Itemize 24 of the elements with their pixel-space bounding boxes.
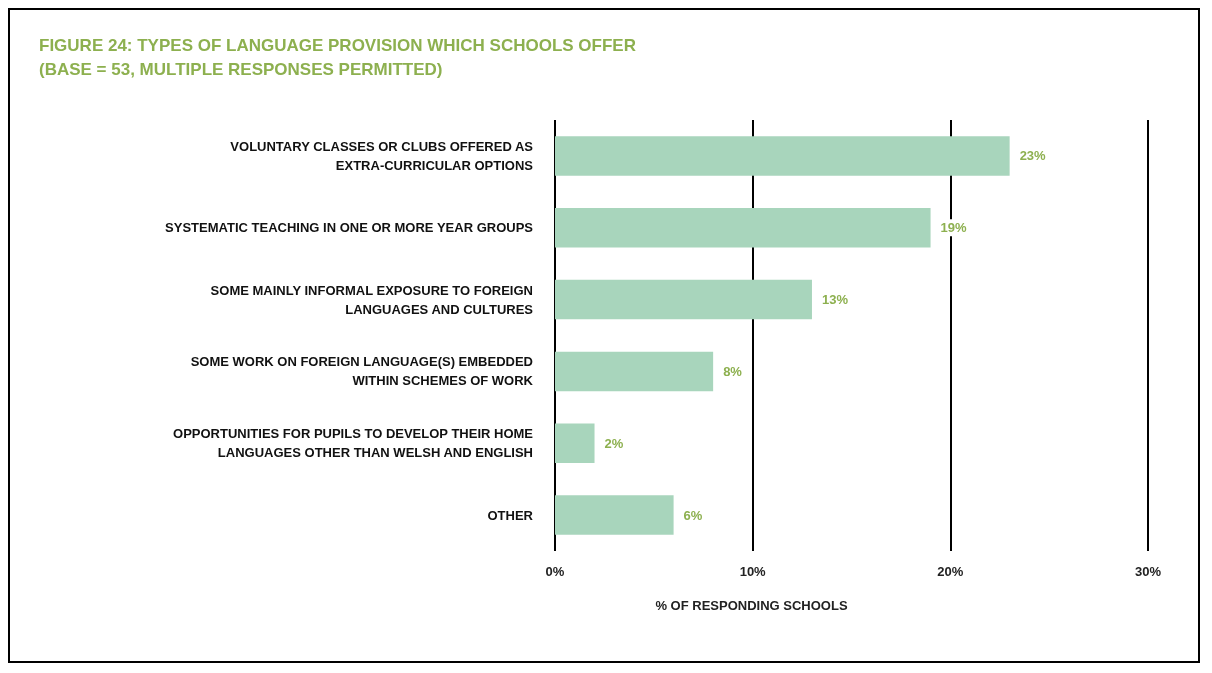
bar [555, 423, 595, 463]
bar [555, 208, 931, 248]
x-tick-label: 0% [545, 564, 565, 579]
x-tick-label: 20% [937, 564, 964, 579]
bar [555, 279, 812, 320]
y-tick-label: SYSTEMATIC TEACHING IN ONE OR MORE YEAR GROUPS [165, 220, 534, 236]
y-tick-label: OPPORTUNITIES FOR PUPILS TO DEVELOP THEIR HOME LANGUAGES OTHER THAN WELSH AND ENGLISH [173, 426, 534, 461]
bar [555, 495, 674, 535]
data-label: 19% [940, 220, 968, 236]
x-tick-label: 30% [1134, 564, 1162, 579]
data-label: 23% [1019, 148, 1047, 164]
data-label: 8% [723, 363, 743, 379]
x-tick-label: 10% [739, 564, 767, 579]
text: FIGURE 24: TYPES OF LANGUAGE PROVISION WHICH SCHOOLS OFFER (BASE = 53, MULTIPLE RESPONSES PERMITTED) [39, 35, 636, 79]
data-label: 6% [683, 507, 703, 523]
x-axis-title: % OF RESPONDING SCHOOLS [655, 598, 848, 613]
data-label: 2% [604, 435, 624, 451]
bar [555, 136, 1010, 176]
y-tick-label: SOME WORK ON FOREIGN LANGUAGE(S) EMBEDDED WITHIN SCHEMES OF WORK [190, 354, 534, 389]
y-tick-label: VOLUNTARY CLASSES OR CLUBS OFFERED AS EXTRA-CURRICULAR OPTIONS [230, 138, 534, 173]
bar [555, 351, 714, 392]
y-tick-label: SOME MAINLY INFORMAL EXPOSURE TO FOREIGN LANGUAGES AND CULTURES [210, 282, 534, 317]
data-label: 13% [821, 292, 849, 308]
y-tick-label: OTHER [487, 507, 534, 523]
